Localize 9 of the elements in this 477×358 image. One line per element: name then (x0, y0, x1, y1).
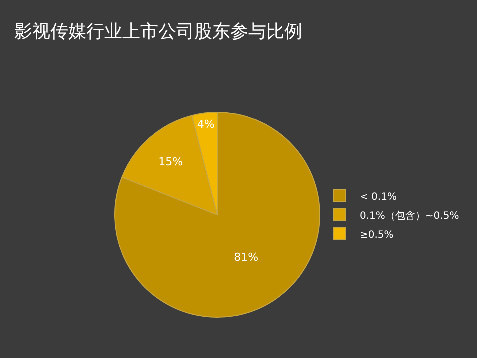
data-label: 4% (197, 118, 215, 132)
chart-title: 影视传媒行业上市公司股东参与比例 (14, 22, 302, 43)
data-label: 81% (234, 250, 259, 264)
legend-label: 0.1%（包含）~0.5% (360, 210, 460, 222)
data-label: 15% (158, 156, 184, 169)
legend-label: < 0.1% (360, 192, 397, 203)
pie-slice (122, 115, 218, 216)
pie-slice (114, 112, 320, 318)
legend-label: ≥0.5% (360, 230, 394, 241)
